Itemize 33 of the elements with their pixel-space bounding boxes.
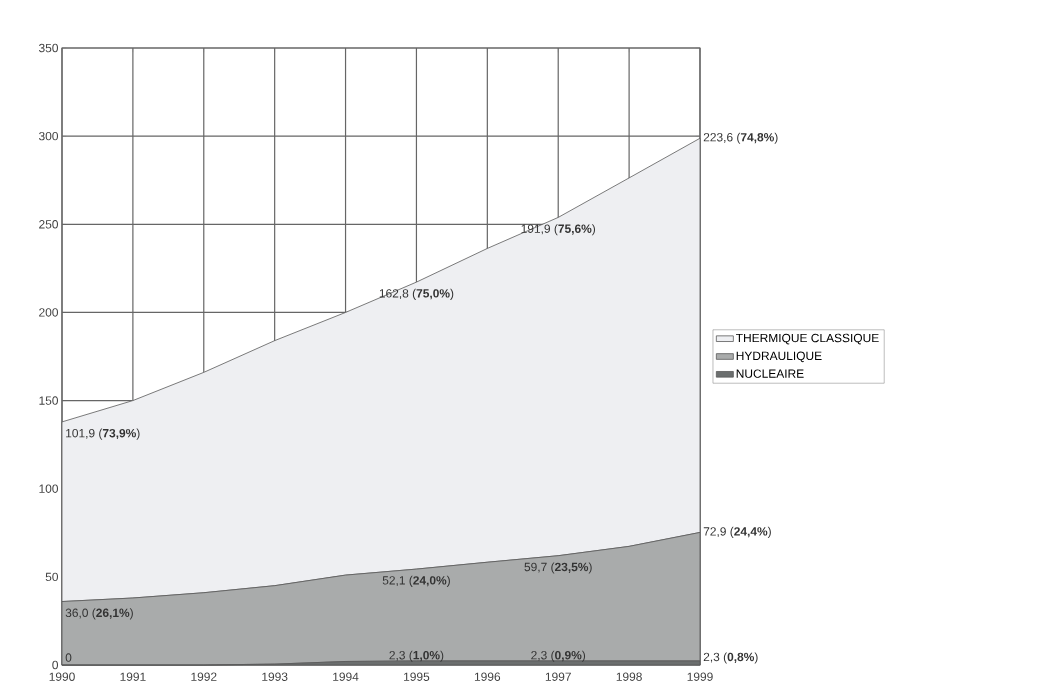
y-tick-label: 350 <box>38 43 59 53</box>
legend-label: NUCLEAIRE <box>736 369 804 378</box>
x-tick-label: 1999 <box>687 672 713 681</box>
x-tick-label: 1995 <box>404 672 430 681</box>
data-label: 2,3 (0,8%) <box>703 652 758 664</box>
y-tick-label: 250 <box>39 220 59 229</box>
y-tick-label: 0 <box>52 660 59 670</box>
legend-label: THERMIQUE CLASSIQUE <box>736 333 879 345</box>
y-tick-label: 300 <box>38 131 59 141</box>
legend-label: HYDRAULIQUE <box>736 351 822 363</box>
data-label: 52,1 (24,0%) <box>382 575 450 587</box>
y-tick-label: 100 <box>39 484 59 493</box>
x-tick-label: 1992 <box>191 672 217 681</box>
x-tick-label: 1997 <box>545 672 571 681</box>
x-tick-label: 1996 <box>474 672 501 681</box>
x-tick-label: 1994 <box>333 672 359 681</box>
x-tick-label: 1998 <box>616 672 642 681</box>
data-label: 162,8 (75,0%) <box>379 288 454 300</box>
data-label: 223,6 (74,8%) <box>703 132 778 144</box>
data-label: 191,9 (75,6%) <box>521 224 596 236</box>
data-label: 59,7 (23,5%) <box>524 562 592 574</box>
data-label: 2,3 (1,0%) <box>389 650 444 662</box>
data-label: 72,9 (24,4%) <box>703 526 771 538</box>
data-label: 101,9 (73,9%) <box>66 428 140 440</box>
y-tick-label: 150 <box>39 396 59 405</box>
y-tick-label: 50 <box>45 572 59 582</box>
y-tick-label: 200 <box>39 308 59 317</box>
x-tick-label: 1993 <box>262 672 288 681</box>
x-tick-label: 1991 <box>120 672 146 681</box>
data-label: 0 <box>65 653 72 662</box>
data-label: 36,0 (26,1%) <box>65 608 133 620</box>
data-label: 2,3 (0,9%) <box>531 650 586 662</box>
x-tick-label: 1990 <box>49 672 75 681</box>
